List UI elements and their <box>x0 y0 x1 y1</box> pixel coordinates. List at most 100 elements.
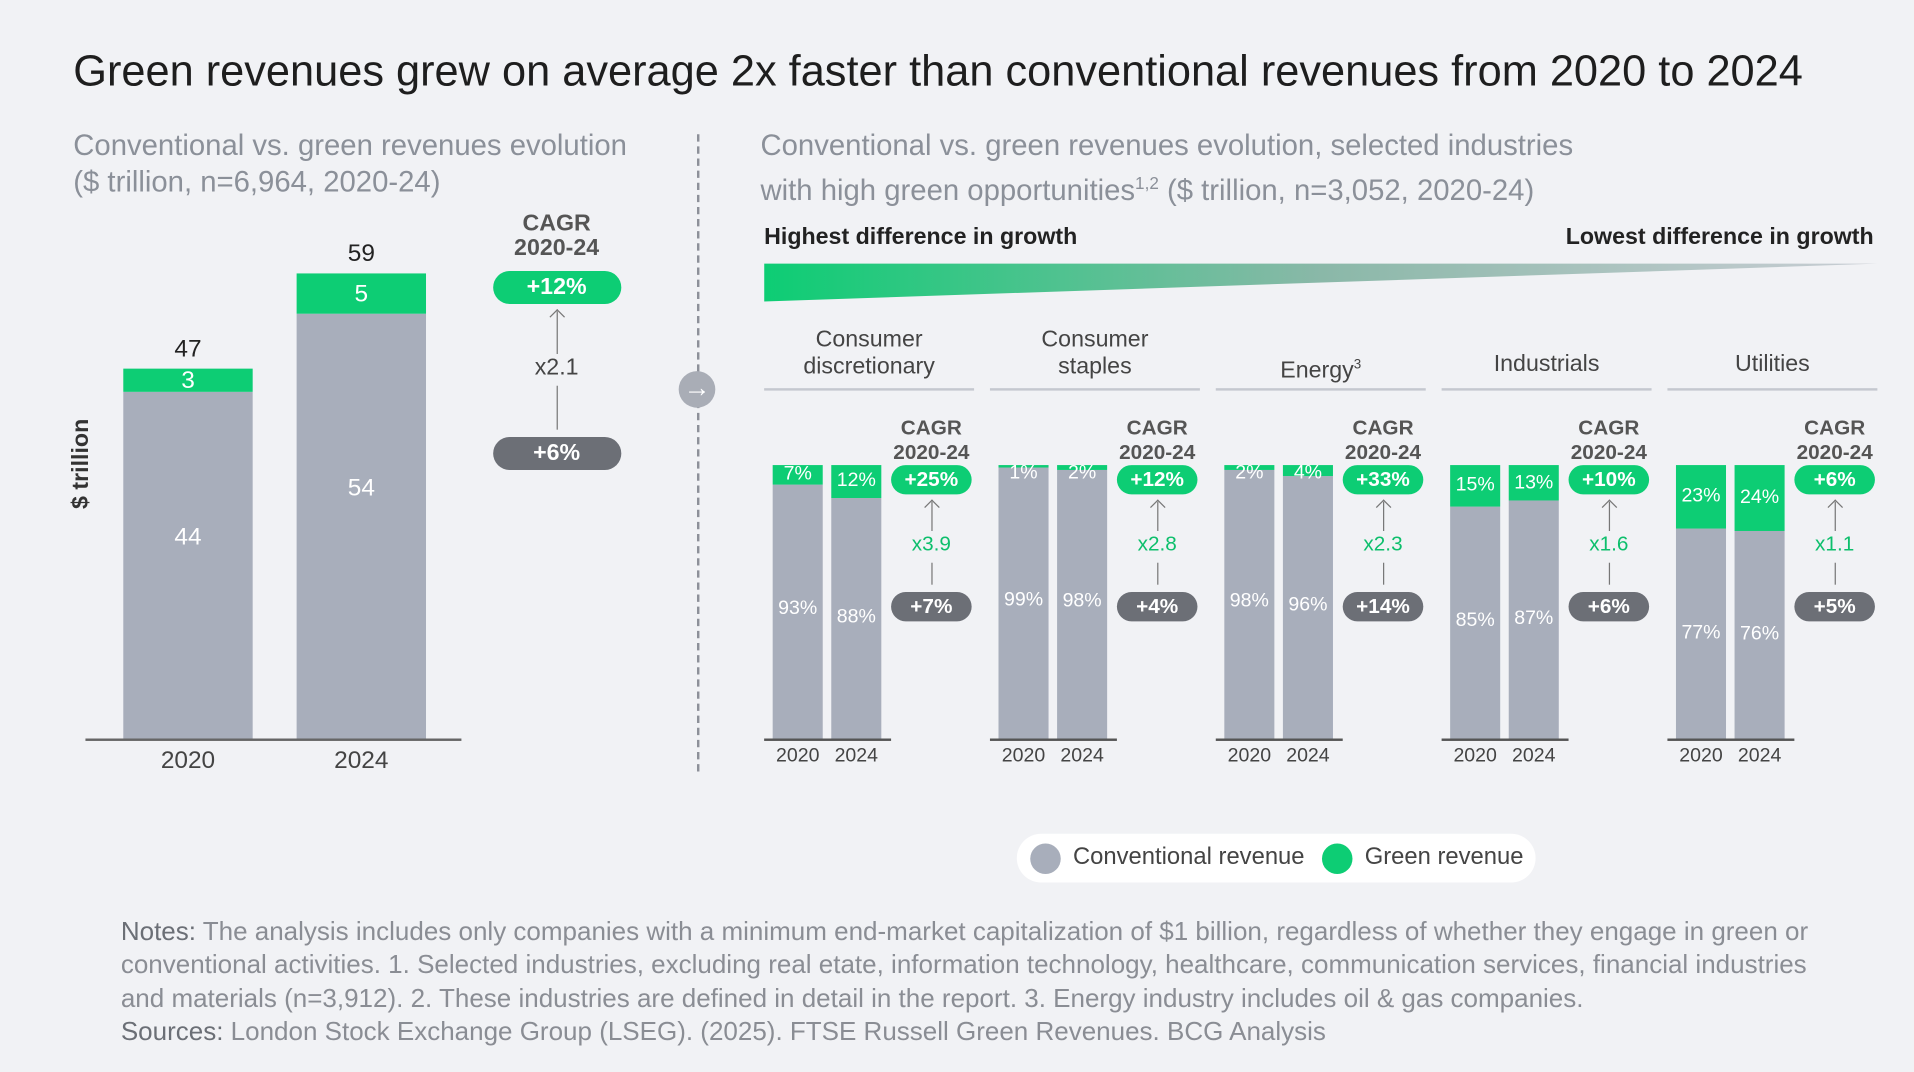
arrow-line <box>931 562 933 585</box>
legend: Conventional revenue Green revenue <box>1016 833 1536 883</box>
notes-body: The analysis includes only companies wit… <box>120 916 1809 1013</box>
label-conventional: 88% <box>836 606 876 627</box>
cagr-conventional-pill: +6% <box>1568 592 1650 622</box>
label-green: 7% <box>783 463 812 485</box>
legend-swatch-green <box>1321 843 1353 874</box>
bar-green <box>1450 465 1501 507</box>
arrow-line <box>1157 501 1159 531</box>
bar-green <box>831 465 882 498</box>
bar-green <box>1224 465 1275 471</box>
arrow-line <box>1834 562 1836 585</box>
industry-name-line1: Consumer <box>1041 327 1149 353</box>
industry-name-text: Energy <box>1280 358 1354 384</box>
label-conventional: 44 <box>174 523 202 551</box>
cagr-green-pill: +6% <box>1794 465 1875 495</box>
label-conventional: 87% <box>1514 607 1554 629</box>
x-tick-label: 2020 <box>1001 745 1046 767</box>
bar-green <box>772 465 823 485</box>
arrow-line <box>556 311 558 354</box>
arrow-line <box>1383 501 1385 531</box>
gradient-right-label: Lowest difference in growth <box>1565 224 1874 251</box>
industry-name-line2: discretionary <box>803 354 934 381</box>
cagr-green-pill: +12% <box>492 270 621 304</box>
arrow-line <box>1608 562 1611 585</box>
bar-conventional <box>831 497 882 739</box>
label-conventional: 85% <box>1455 610 1495 632</box>
x-axis <box>85 738 462 741</box>
left-subtitle-line2: ($ trillion, n=6,964, 2020-24) <box>73 166 441 199</box>
industry-separator <box>1441 388 1652 391</box>
x-tick-label: 2020 <box>160 747 216 774</box>
sources-text: Sources: London Stock Exchange Group (LS… <box>121 1015 1854 1048</box>
legend-swatch-conventional <box>1030 843 1061 874</box>
bar-green <box>1734 465 1785 531</box>
x-tick-label: 2024 <box>1512 745 1556 767</box>
industry-name-line2: Energy3 <box>1280 352 1361 385</box>
x-axis <box>989 738 1117 741</box>
bar-green <box>1508 465 1559 501</box>
x-axis <box>1215 738 1343 741</box>
bar-green <box>123 368 253 393</box>
x-tick-label: 2020 <box>1227 745 1272 767</box>
label-green: 2% <box>1235 462 1264 484</box>
label-conventional: 98% <box>1062 591 1102 612</box>
cagr-label-2: 2020-24 <box>1796 440 1873 464</box>
label-conventional: 76% <box>1740 624 1780 645</box>
footnote-ref: 3 <box>1353 357 1362 373</box>
industry-name-text: discretionary <box>803 353 935 380</box>
label-green: 1% <box>1009 462 1038 484</box>
label-conventional: 99% <box>1003 589 1044 611</box>
industry-name-text: Industrials <box>1493 351 1600 378</box>
cagr-label-1: CAGR <box>1804 416 1866 440</box>
x-tick-label: 2024 <box>1060 745 1104 767</box>
multiplier: x2.1 <box>534 355 579 381</box>
industry-name-line1: Consumer <box>815 327 923 353</box>
industry-separator <box>1215 388 1426 391</box>
cagr-conventional-pill: +6% <box>492 436 621 470</box>
legend-label-green: Green revenue <box>1364 843 1524 871</box>
right-subtitle-line1: Conventional vs. green revenues evolutio… <box>760 129 1574 163</box>
bar-conventional <box>1734 530 1785 739</box>
bar-conventional <box>772 484 823 739</box>
page-title: Green revenues grew on average 2x faster… <box>73 46 1803 96</box>
divider <box>696 134 700 772</box>
x-tick-label: 2024 <box>334 747 389 774</box>
growth-gradient-wedge <box>764 263 1878 302</box>
label-conventional: 93% <box>778 598 818 620</box>
multiplier: x3.9 <box>911 532 951 556</box>
bar-conventional <box>123 392 253 739</box>
arrow-line <box>1834 501 1836 531</box>
label-conventional: 98% <box>1229 591 1269 612</box>
cagr-green-pill: +12% <box>1116 465 1198 495</box>
cagr-label-1: CAGR <box>1352 416 1414 440</box>
cagr-conventional-pill: +7% <box>891 592 972 622</box>
label-total: 59 <box>347 241 375 268</box>
industry-name: Energy3 <box>1280 352 1361 385</box>
bar-conventional <box>1282 476 1333 739</box>
arrow-line <box>1157 562 1159 585</box>
industry-name: Consumer staples <box>1041 327 1148 381</box>
cagr-label-2: 2020-24 <box>514 235 600 262</box>
bar-conventional <box>998 467 1049 739</box>
label-conventional: 54 <box>347 474 375 502</box>
x-tick-label: 2020 <box>775 745 820 767</box>
notes: Notes: The analysis includes only compan… <box>121 915 1854 1048</box>
bar-conventional <box>1508 500 1559 739</box>
legend-label-conventional: Conventional revenue <box>1072 843 1305 871</box>
subtitle-text: ($ trillion, n=3,052, 2020-24) <box>1158 174 1535 208</box>
bar-green <box>1282 465 1333 477</box>
label-conventional: 77% <box>1681 622 1721 644</box>
label-green: 12% <box>836 470 876 492</box>
arrow-line <box>1383 562 1385 585</box>
bar-green <box>1057 465 1108 471</box>
arrow-line <box>556 385 558 430</box>
sources-body: London Stock Exchange Group (LSEG). (202… <box>223 1016 1326 1046</box>
label-green: 5 <box>354 280 369 308</box>
arrow-right-icon: → <box>678 371 716 408</box>
x-tick-label: 2024 <box>1737 745 1782 767</box>
bar-green <box>296 273 427 314</box>
cagr-label-1: CAGR <box>522 211 591 237</box>
cagr-label-2: 2020-24 <box>893 440 970 464</box>
footnote-ref: 1,2 <box>1135 173 1159 193</box>
